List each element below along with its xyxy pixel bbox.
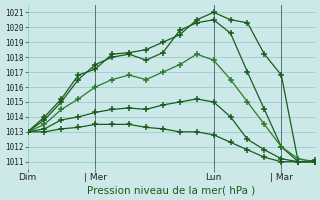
X-axis label: Pression niveau de la mer( hPa ): Pression niveau de la mer( hPa ) xyxy=(87,185,255,195)
